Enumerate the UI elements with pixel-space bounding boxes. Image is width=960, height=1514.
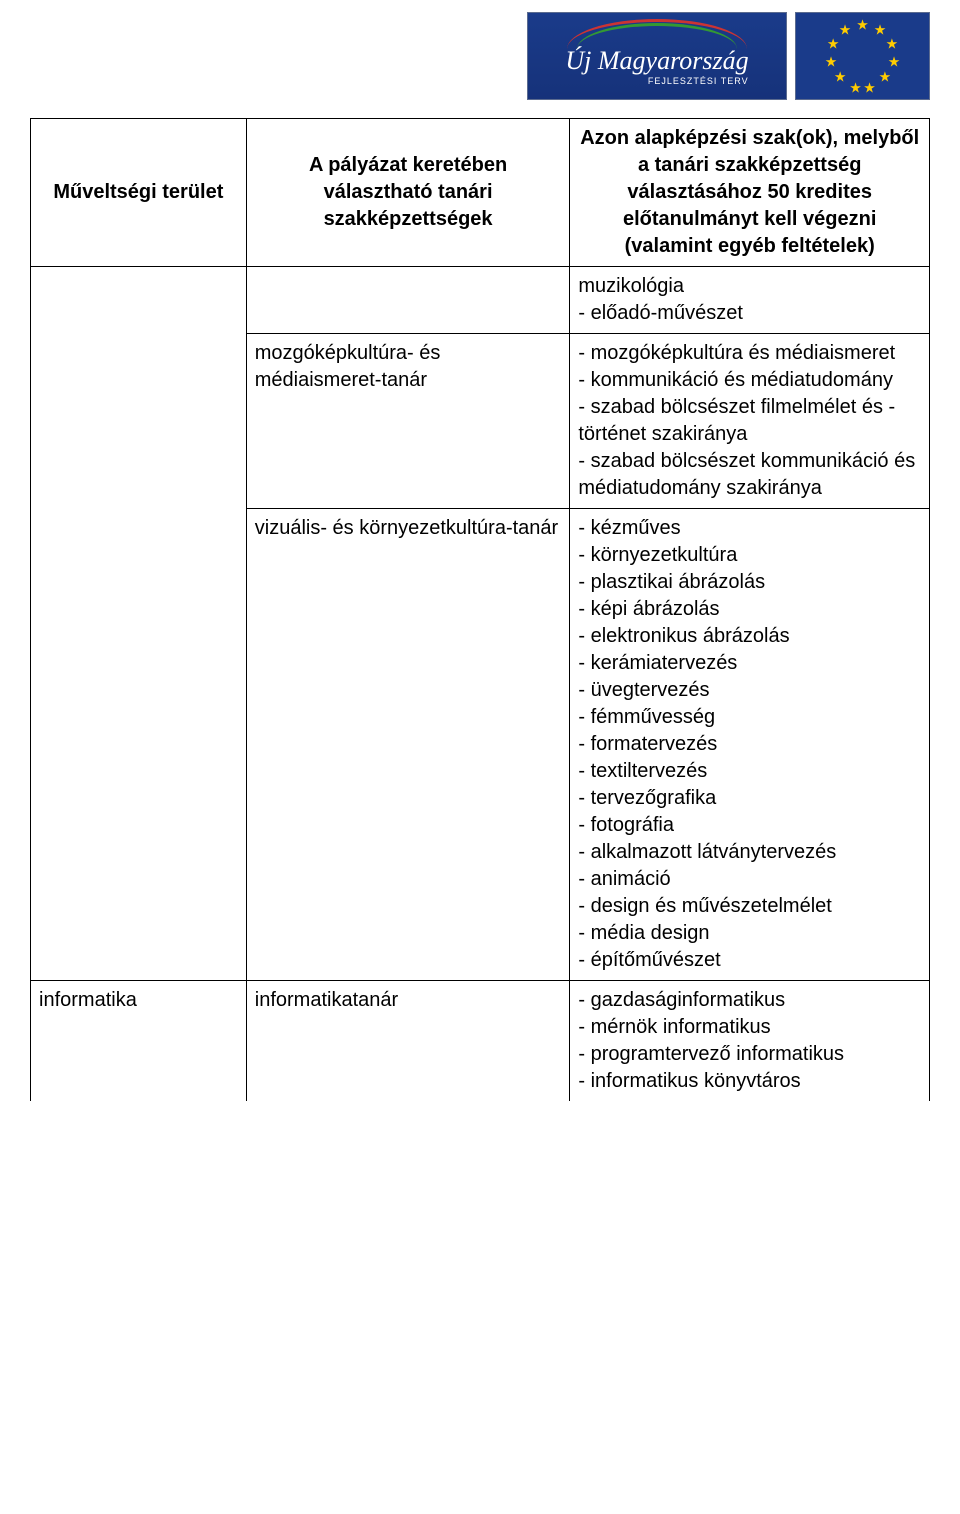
cell-area-informatics: informatika [31,981,247,1102]
cell-qual-empty [246,267,570,334]
header-col3: Azon alapképzési szak(ok), melyből a tan… [570,119,930,267]
header-col1: Műveltségi terület [31,119,247,267]
cell-req-musicology: muzikológia - előadó-művészet [570,267,930,334]
logo-title: Új Magyarország [565,48,748,74]
logo-eu-flag: ★ ★ ★ ★ ★ ★ ★ ★ ★ ★ ★ ★ [795,12,930,100]
cell-req-informatics: - gazdaságinformatikus - mérnök informat… [570,981,930,1102]
cell-qual-visual: vizuális- és környezetkultúra-tanár [246,509,570,981]
table-row: informatika informatikatanár - gazdasági… [31,981,930,1102]
table-header-row: Műveltségi terület A pályázat keretében … [31,119,930,267]
header-logo-row: Új Magyarország FEJLESZTÉSI TERV ★ ★ ★ ★… [30,0,930,118]
cell-qual-informatics: informatikatanár [246,981,570,1102]
cell-qual-media: mozgóképkultúra- és médiaismeret-tanár [246,334,570,509]
cell-area-empty [31,267,247,981]
header-col2: A pályázat keretében választható tanári … [246,119,570,267]
cell-req-visual: - kézműves - környezetkultúra - plasztik… [570,509,930,981]
eu-stars-ring: ★ ★ ★ ★ ★ ★ ★ ★ ★ ★ ★ ★ [828,21,898,91]
table-row: muzikológia - előadó-művészet [31,267,930,334]
document-page: Új Magyarország FEJLESZTÉSI TERV ★ ★ ★ ★… [0,0,960,1131]
logo-subtitle: FEJLESZTÉSI TERV [565,76,748,86]
logo-uj-magyarorszag: Új Magyarország FEJLESZTÉSI TERV [527,12,787,100]
qualification-table: Műveltségi terület A pályázat keretében … [30,118,930,1101]
cell-req-media: - mozgóképkultúra és médiaismeret - komm… [570,334,930,509]
